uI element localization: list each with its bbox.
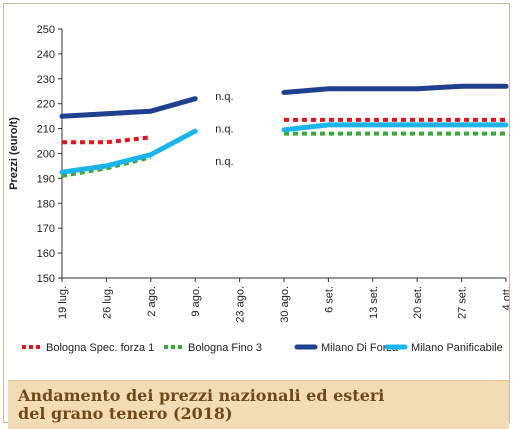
y-tick-label: 220	[37, 99, 55, 111]
series-line-milano-di-forza	[59, 96, 198, 119]
footer-banner: Andamento dei prezzi nazionali ed esteri…	[8, 380, 509, 429]
series-line-milano-di-forza	[281, 83, 509, 95]
x-tick-label: 6 set.	[323, 286, 335, 313]
x-tick-label: 27 set.	[457, 286, 469, 319]
x-tick-label: 20 set.	[412, 286, 424, 319]
y-tick-label: 180	[37, 198, 55, 210]
legend-label-milano-panificabile: Milano Panificabile	[411, 342, 503, 354]
x-tick-label: 9 ago.	[190, 286, 202, 317]
legend-label-bologna-spec-forza-1: Bologna Spec. forza 1	[46, 342, 154, 354]
axes: 150 160 170 180 190 200 210 220 230 240 250 Prezzi …	[8, 24, 509, 323]
x-tick-label: 4 ott.	[501, 286, 509, 310]
annotations: n.q. n.q. n.q.	[215, 91, 233, 168]
y-tick-label: 240	[37, 49, 55, 61]
y-tick-label: 250	[37, 24, 55, 36]
x-tick-label: 13 set.	[368, 286, 380, 319]
x-tick-label: 2 ago.	[146, 286, 158, 317]
series-line-bologna-spec-forza-1	[62, 135, 152, 145]
series-line-milano-panificabile	[281, 122, 509, 133]
y-tick-label: 170	[37, 223, 55, 235]
legend-label-bologna-fino-3: Bologna Fino 3	[188, 342, 262, 354]
x-tick-label: 23 ago.	[235, 286, 247, 323]
footer-title: Andamento dei prezzi nazionali ed esteri…	[18, 387, 384, 423]
y-tick-label: 190	[37, 173, 55, 185]
x-tick-label: 26 lug.	[101, 286, 113, 319]
y-tick-label: 160	[37, 248, 55, 260]
y-axis-label: Prezzi (euro/t)	[8, 117, 20, 190]
x-tick-label: 19 lug.	[57, 286, 69, 319]
legend: Bologna Spec. forza 1 Bologna Fino 3 Milan…	[22, 342, 503, 354]
x-tick-label: 30 ago.	[279, 286, 291, 323]
y-tick-label: 230	[37, 74, 55, 86]
series-line-milano-panificabile	[59, 128, 198, 175]
series-lines	[59, 83, 509, 178]
chart-frame: 150 160 170 180 190 200 210 220 230 240 250 Prezzi …	[3, 3, 510, 429]
legend-label-milano-di-forza: Milano Di Forza	[321, 342, 399, 354]
nq-annotation: n.q.	[215, 124, 233, 136]
nq-annotation: n.q.	[215, 91, 233, 103]
footer-title-line-1: Andamento dei prezzi nazionali ed esteri	[18, 386, 385, 405]
y-tick-label: 150	[37, 273, 55, 285]
nq-annotation: n.q.	[215, 156, 233, 168]
footer-title-line-2: del grano tenero (2018)	[18, 404, 233, 423]
y-tick-label: 210	[37, 124, 55, 136]
line-chart: 150 160 170 180 190 200 210 220 230 240 250 Prezzi …	[8, 24, 509, 354]
y-tick-label: 200	[37, 149, 55, 161]
